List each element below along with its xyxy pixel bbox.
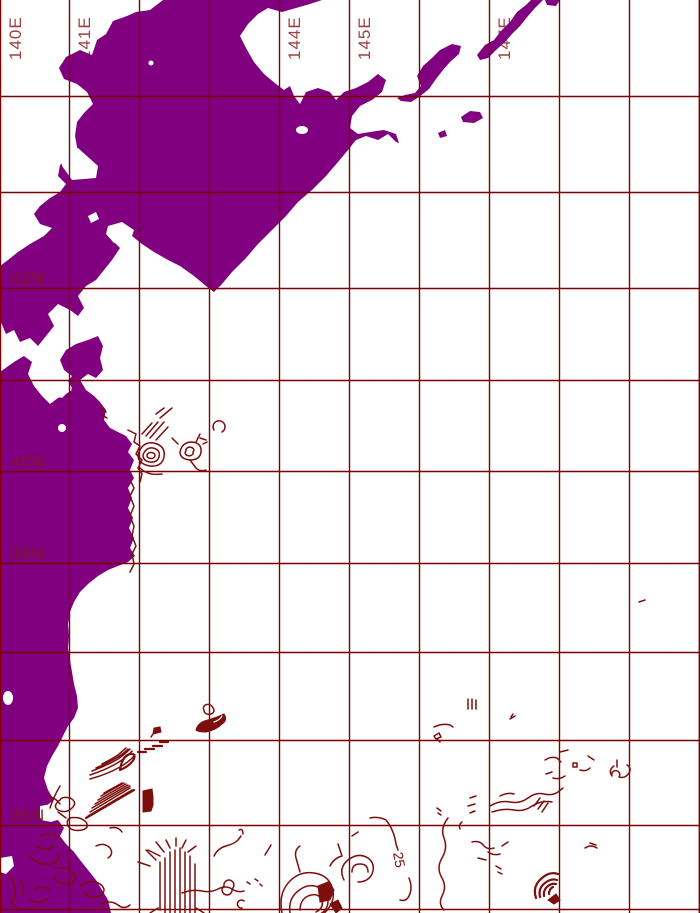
honshu-landmass	[0, 336, 135, 913]
bay-inlet-west-hokkaido	[62, 148, 98, 180]
lake-honshu-west	[3, 691, 13, 705]
kuril-island-fragment	[545, 0, 560, 6]
lake-speck	[148, 60, 154, 66]
latitude-labels: 42N 40N 39N 36N	[11, 269, 45, 825]
mutsu-bay	[38, 368, 72, 398]
lon-label-140e: 140E	[6, 16, 25, 60]
lon-label-145e: 145E	[355, 16, 374, 60]
lake-hokkaido-2	[296, 126, 308, 134]
island-habomai	[438, 130, 447, 138]
lon-label-141e: 141E	[75, 16, 94, 60]
coastal-notch-1	[40, 804, 58, 822]
contour-lines	[9, 407, 646, 913]
kuril-island-etorofu	[477, 0, 543, 60]
longitude-labels: 140E 141E 144E 145E 147E	[6, 16, 514, 60]
island-shikotan	[461, 111, 483, 123]
contour-value-label: 25	[390, 851, 408, 869]
lon-label-144e: 144E	[285, 16, 304, 60]
landmasses	[0, 0, 560, 913]
lat-label-39n: 39N	[11, 544, 45, 563]
lake-hokkaido-1	[88, 212, 99, 223]
lat-label-36n: 36N	[11, 806, 45, 825]
hokkaido-landmass	[0, 0, 399, 346]
coastal-notch-2	[0, 856, 14, 874]
lake-towada	[58, 424, 66, 432]
lat-label-40n: 40N	[11, 452, 45, 471]
lat-label-42n: 42N	[11, 269, 45, 288]
kuril-island-kunashiri	[397, 44, 461, 102]
uchiura-bay	[106, 222, 134, 243]
